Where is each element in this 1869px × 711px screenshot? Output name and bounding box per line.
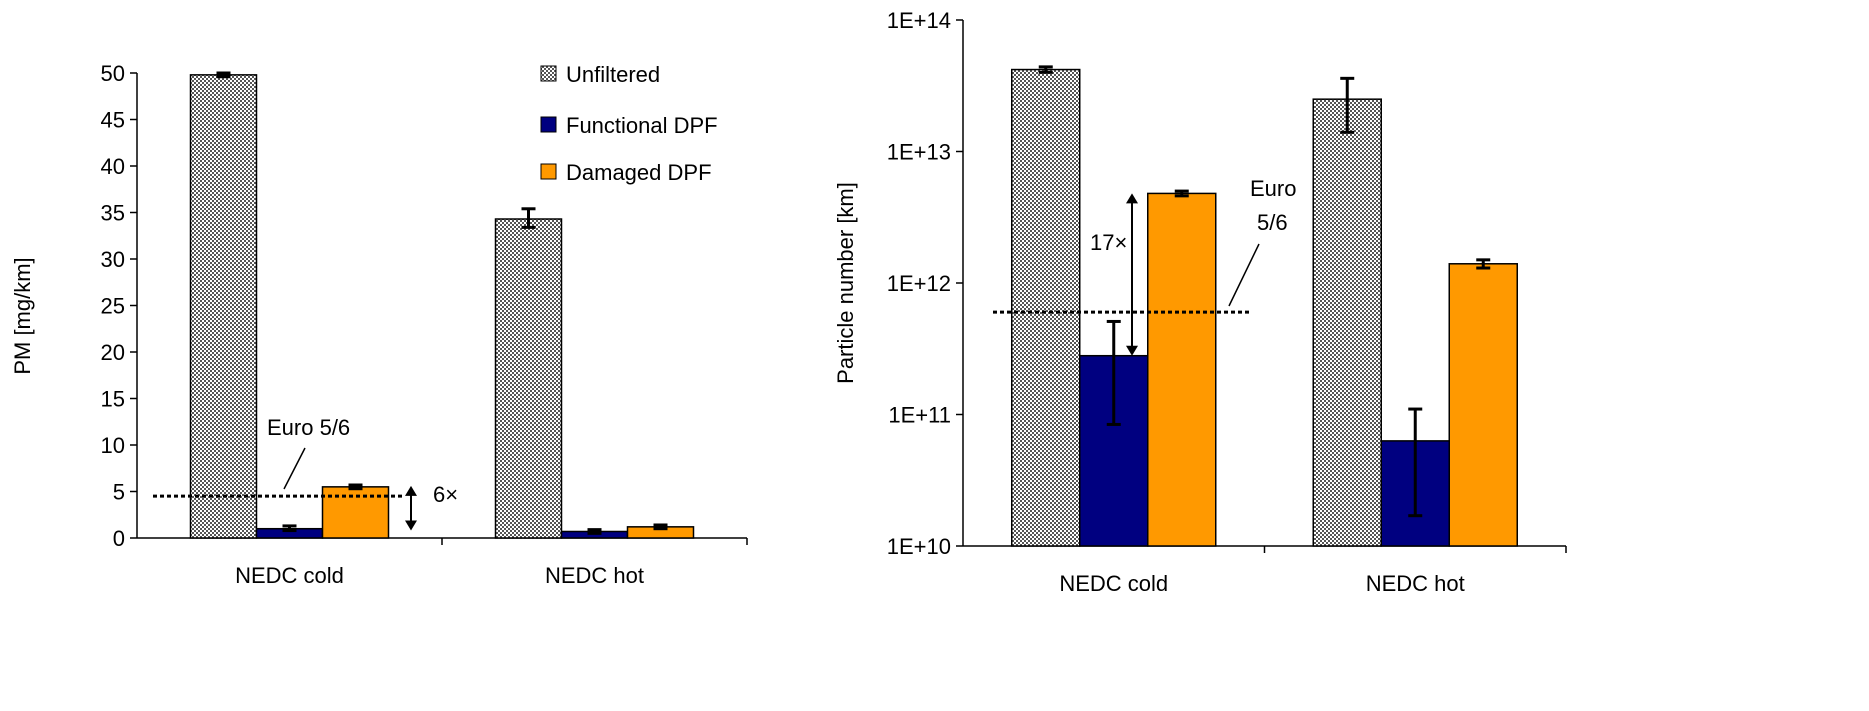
y-axis-title: PM [mg/km] [10, 257, 35, 374]
plot-area: 0 5 10 15 20 25 30 35 40 45 50 NEDC cold NEDC hot [101, 61, 748, 588]
legend-entry-unfiltered: Unfiltered [540, 62, 660, 87]
y-tick-label: 1E+12 [887, 271, 951, 296]
bar-unfiltered-nedc-cold [1011, 68, 1081, 547]
arrow-head-up [405, 485, 417, 496]
y-tick-label: 1E+13 [887, 140, 951, 165]
y-tick-label: 1E+14 [887, 8, 951, 33]
bar-damaged-dpf-nedc-cold [1147, 192, 1217, 547]
legend-label-damaged-dpf: Damaged DPF [566, 160, 712, 185]
y-tick-label: 25 [101, 294, 125, 319]
pm-chart: PM [mg/km] 0 5 10 15 20 25 30 35 40 45 50 NEDC cold… [10, 61, 748, 588]
bar-unfiltered-nedc-hot [494, 218, 563, 539]
y-axis-title: Particle number [km] [833, 182, 858, 384]
bar-damaged-dpf-nedc-cold [321, 486, 390, 539]
y-tick-label: 1E+11 [888, 403, 951, 428]
legend-swatch-damaged-dpf [540, 163, 557, 180]
arrow-head-down [405, 520, 417, 531]
y-tick-label: 5 [113, 480, 125, 505]
y-tick-label: 40 [101, 154, 125, 179]
limit-label-leader [283, 447, 306, 490]
legend: Unfiltered Functional DPF Damaged DPF [540, 62, 718, 185]
arrow-head-up [1126, 193, 1138, 204]
legend-entry-functional-dpf: Functional DPF [540, 113, 718, 138]
legend-entry-damaged-dpf: Damaged DPF [540, 160, 712, 185]
x-tick-label: NEDC cold [235, 563, 344, 588]
limit-label-line-1: Euro [1250, 176, 1296, 201]
y-tick-label: 45 [101, 108, 125, 133]
y-tick-label: 30 [101, 247, 125, 272]
limit-label: Euro 5/6 [267, 415, 350, 440]
legend-swatch-unfiltered [540, 65, 557, 82]
y-tick-label: 50 [101, 61, 125, 86]
legend-label-functional-dpf: Functional DPF [566, 113, 718, 138]
y-tick-label: 1E+10 [887, 534, 951, 559]
legend-swatch-functional-dpf [540, 116, 557, 133]
y-tick-label: 10 [101, 433, 125, 458]
arrow-annotation-label: 6× [433, 482, 458, 507]
legend-label-unfiltered: Unfiltered [566, 62, 660, 87]
limit-label-leader [1228, 243, 1260, 307]
y-tick-label: 35 [101, 201, 125, 226]
arrow-annotation-label: 17× [1090, 230, 1127, 255]
x-tick-label: NEDC cold [1059, 571, 1168, 596]
y-tick-label: 15 [101, 387, 125, 412]
plot-area: 1E+10 1E+11 1E+12 1E+13 1E+14 NEDC cold NEDC h… [887, 8, 1567, 596]
bar-damaged-dpf-nedc-hot [1448, 263, 1518, 547]
particle-number-chart: Particle number [km] 1E+101E+111E+121E+1… [833, 8, 1567, 596]
bar-unfiltered-nedc-hot [1312, 98, 1382, 547]
limit-label-line-2: 5/6 [1257, 210, 1288, 235]
y-tick-label: 20 [101, 340, 125, 365]
arrow-head-down [1126, 345, 1138, 356]
x-tick-label: NEDC hot [1366, 571, 1465, 596]
bar-unfiltered-nedc-cold [189, 74, 258, 539]
y-tick-label: 0 [113, 526, 125, 551]
x-tick-label: NEDC hot [545, 563, 644, 588]
